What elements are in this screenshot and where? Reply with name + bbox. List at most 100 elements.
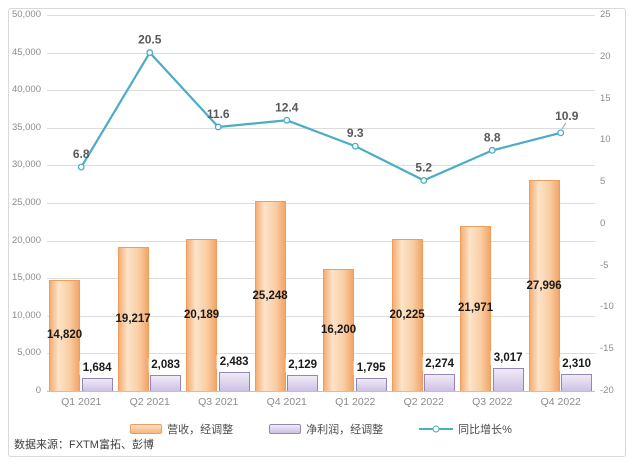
yoy-point-label: 10.9: [555, 109, 579, 123]
yoy-point-label: 5.2: [415, 160, 432, 174]
net-profit-bar-label: 2,310: [559, 356, 595, 371]
yoy-marker: [488, 146, 496, 154]
net-profit-bar: [218, 372, 250, 391]
revenue-bar: [460, 225, 492, 391]
gridline: [47, 278, 595, 280]
category-label: Q2 2021: [129, 396, 170, 408]
left-axis-tick: 20,000: [11, 234, 41, 246]
category-label: Q4 2021: [266, 396, 307, 408]
left-axis-tick: 50,000: [11, 9, 41, 20]
net-profit-bar: [492, 368, 524, 391]
right-axis-tick: -20: [600, 385, 614, 396]
revenue-bar-label: 20,189: [184, 309, 220, 322]
left-axis-tick: 15,000: [11, 272, 41, 284]
legend-label-revenue: 营收，经调整: [167, 424, 234, 436]
net-profit-bar: [561, 373, 593, 391]
gridline: [47, 353, 595, 355]
legend-label-yoy-growth: 同比增长%: [458, 424, 512, 436]
net-profit-bar: [424, 373, 456, 391]
yoy-point-label: 11.6: [207, 107, 230, 121]
gridline: [47, 165, 595, 167]
revenue-bar: [186, 239, 218, 391]
right-value-axis: 25 20 15 10 5 0 -5 -10 -15 -20: [600, 9, 634, 396]
revenue-bar: [49, 279, 81, 391]
category-label: Q3 2022: [472, 396, 513, 408]
left-axis-tick: 0: [35, 385, 41, 396]
revenue-swatch-icon: [130, 424, 163, 434]
yoy-point-label: 6.8: [73, 147, 90, 161]
category-label: Q1 2021: [61, 396, 102, 408]
legend-label-net-profit: 净利润，经调整: [306, 424, 384, 436]
right-axis-tick: 25: [600, 9, 611, 20]
left-axis-tick: 25,000: [11, 197, 41, 208]
data-source-note: 数据来源：FXTM富拓、彭博: [14, 439, 154, 451]
net-profit-bar-label: 2,129: [285, 358, 321, 372]
net-profit-bar: [150, 375, 182, 391]
left-value-axis: 50,000 45,000 40,000 35,000 30,000 25,000 20,0…: [0, 9, 41, 396]
legend-item-yoy-growth: 同比增长%: [419, 421, 512, 437]
revenue-bar: [391, 238, 423, 391]
left-axis-tick: 40,000: [11, 84, 41, 96]
legend-item-revenue: 营收，经调整: [130, 421, 233, 437]
right-axis-tick: -5: [600, 259, 609, 271]
net-profit-bar-label: 2,083: [148, 358, 184, 373]
plot-area: 14,820 1,684 19,217 2,083 20,189 2,483 25,248 2…: [47, 15, 595, 392]
net-profit-bar-label: 2,274: [422, 356, 458, 371]
legend-item-net-profit: 净利润，经调整: [269, 421, 383, 437]
net-profit-bar-label: 3,017: [490, 351, 526, 366]
gridline: [47, 203, 595, 204]
net-profit-bar-label: 1,795: [353, 360, 389, 375]
net-profit-bar-label: 1,684: [79, 361, 115, 376]
yoy-line-swatch-icon: [419, 425, 454, 433]
right-axis-tick: 5: [600, 176, 606, 188]
revenue-bar: [254, 201, 286, 391]
chart-legend: 营收，经调整 净利润，经调整 同比增长%: [47, 421, 595, 437]
category-label: Q4 2022: [540, 396, 581, 408]
right-axis-tick: -10: [600, 301, 614, 313]
revenue-bar-label: 27,996: [526, 279, 562, 292]
x-axis-line: [47, 391, 595, 392]
yoy-marker: [351, 142, 359, 150]
gridline: [47, 127, 595, 129]
chart-border-frame: [8, 8, 626, 457]
left-axis-tick: 35,000: [11, 121, 41, 133]
net-profit-bar: [287, 375, 319, 391]
category-axis: Q1 2021 Q2 2021 Q3 2021 Q4 2021 Q1 2022 Q2 20…: [47, 396, 595, 411]
revenue-bar-label: 20,225: [389, 308, 425, 321]
revenue-bar: [528, 180, 560, 391]
gridline: [47, 315, 595, 317]
left-axis-tick: 45,000: [11, 46, 41, 58]
right-axis-tick: 20: [600, 50, 611, 62]
revenue-bar-label: 14,820: [47, 329, 83, 342]
right-axis-tick: 15: [600, 92, 611, 104]
gridline: [47, 90, 595, 92]
gridline: [47, 52, 595, 54]
revenue-bar-label: 19,217: [115, 312, 151, 325]
net-profit-swatch-icon: [269, 424, 302, 434]
yoy-point-label: 20.5: [138, 33, 162, 47]
yoy-marker: [420, 176, 428, 184]
revenue-bar-label: 21,971: [458, 302, 494, 315]
yoy-point-label: 12.4: [275, 100, 299, 114]
right-axis-tick: 0: [600, 217, 606, 229]
yoy-line: [80, 50, 562, 182]
gridline: [47, 15, 595, 16]
revenue-bar-label: 16,200: [321, 324, 357, 337]
gridline: [47, 240, 595, 242]
yoy-marker: [557, 129, 565, 137]
yoy-marker: [283, 116, 291, 124]
left-axis-tick: 30,000: [11, 159, 41, 171]
right-axis-tick: 10: [600, 134, 611, 146]
net-profit-bar-label: 2,483: [216, 355, 252, 370]
yoy-point-label: 8.8: [484, 130, 501, 144]
left-axis-tick: 10,000: [11, 309, 41, 321]
revenue-bar: [323, 269, 355, 391]
category-label: Q2 2022: [403, 396, 444, 408]
category-label: Q1 2022: [335, 396, 376, 408]
revenue-bar: [117, 246, 149, 391]
net-profit-bar: [355, 377, 387, 391]
net-profit-bar: [81, 378, 113, 391]
left-axis-tick: 5,000: [17, 347, 41, 359]
category-label: Q3 2021: [198, 396, 239, 408]
